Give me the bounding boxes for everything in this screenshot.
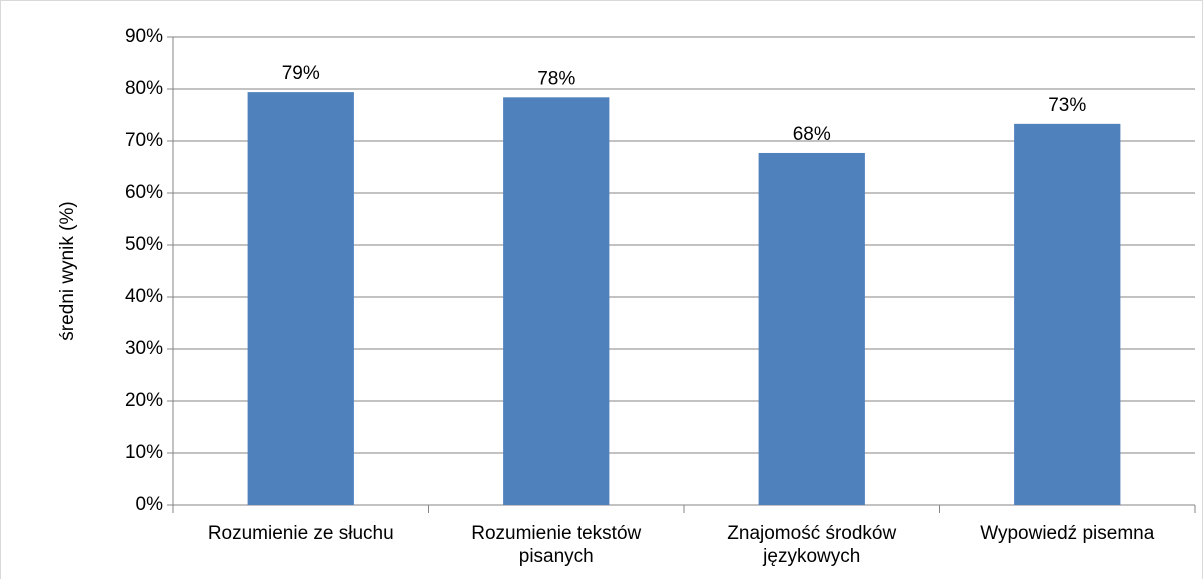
- y-tick-label: 40%: [125, 286, 163, 307]
- y-tick-label: 30%: [125, 338, 163, 359]
- x-tick-label: Wypowiedź pisemna: [980, 523, 1155, 544]
- x-tick-label: Rozumienie ze słuchu: [207, 523, 394, 544]
- y-tick-label: 80%: [125, 78, 163, 99]
- x-tick-label: Rozumienie tekstów pisanych: [471, 523, 642, 567]
- bar: [503, 97, 610, 505]
- y-tick-label: 20%: [125, 390, 163, 411]
- y-tick-label: 50%: [125, 234, 163, 255]
- y-tick-label: 90%: [125, 26, 163, 47]
- bar: [1014, 123, 1121, 505]
- x-tick-label: Znajomość środków językowych: [727, 523, 897, 567]
- y-tick-label: 10%: [125, 442, 163, 463]
- y-tick-label: 60%: [125, 182, 163, 203]
- y-tick-label: 0%: [136, 494, 164, 515]
- data-label: 73%: [1048, 95, 1086, 116]
- y-axis-label: średni wynik (%): [57, 201, 78, 340]
- data-label: 68%: [793, 124, 831, 145]
- y-tick-label: 70%: [125, 130, 163, 151]
- bar: [247, 92, 354, 506]
- data-label: 78%: [537, 68, 575, 89]
- data-label: 79%: [282, 63, 320, 84]
- bar: [758, 152, 865, 505]
